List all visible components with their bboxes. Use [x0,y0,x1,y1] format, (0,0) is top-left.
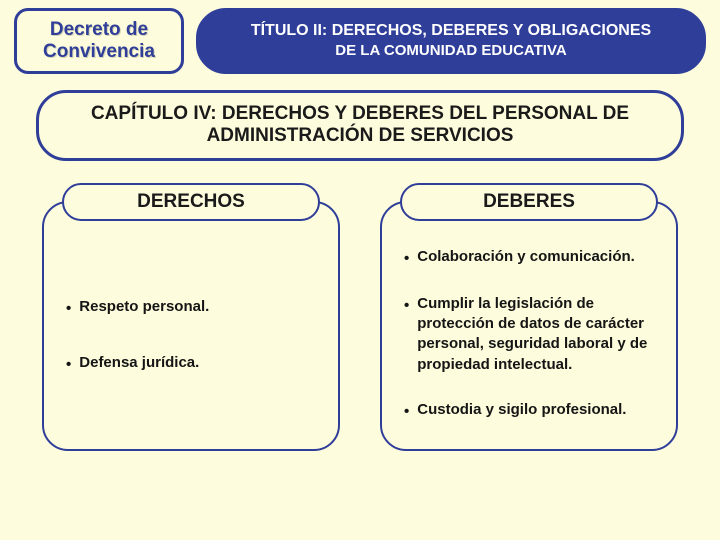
bullet-icon: • [404,296,409,316]
decree-box: Decreto de Convivencia [14,8,184,74]
right-header: DEBERES [400,183,658,221]
item-text: Respeto personal. [79,297,209,317]
right-body: • Colaboración y comunicación. • Cumplir… [380,201,678,451]
title-line1: TÍTULO II: DERECHOS, DEBERES Y OBLIGACIO… [251,22,651,39]
title-line2: DE LA COMUNIDAD EDUCATIVA [335,42,566,59]
chapter-pill: CAPÍTULO IV: DERECHOS Y DEBERES DEL PERS… [36,90,684,162]
bullet-icon: • [404,402,409,422]
top-row: Decreto de Convivencia TÍTULO II: DERECH… [0,0,720,80]
left-column: DERECHOS • Respeto personal. • Defensa j… [42,183,340,451]
left-body: • Respeto personal. • Defensa jurídica. [42,201,340,451]
item-text: Defensa jurídica. [79,353,199,373]
item-text: Cumplir la legislación de protección de … [417,294,654,375]
chapter-text: CAPÍTULO IV: DERECHOS Y DEBERES DEL PERS… [69,103,651,149]
item-text: Custodia y sigilo profesional. [417,400,626,420]
list-item: • Custodia y sigilo profesional. [404,400,654,422]
bullet-icon: • [66,299,71,319]
decree-line2: Convivencia [31,41,167,63]
list-item: • Cumplir la legislación de protección d… [404,294,654,375]
item-text: Colaboración y comunicación. [417,247,635,267]
list-item: • Defensa jurídica. [66,353,316,375]
decree-line1: Decreto de [31,19,167,41]
list-item: • Respeto personal. [66,297,316,319]
title-text: TÍTULO II: DERECHOS, DEBERES Y OBLIGACIO… [251,21,651,61]
chapter-line1: CAPÍTULO IV: DERECHOS Y DEBERES DEL PERS… [91,103,629,124]
list-item: • Colaboración y comunicación. [404,247,654,269]
right-column: DEBERES • Colaboración y comunicación. •… [380,183,678,451]
bullet-icon: • [404,249,409,269]
title-pill: TÍTULO II: DERECHOS, DEBERES Y OBLIGACIO… [196,8,706,74]
columns-container: DERECHOS • Respeto personal. • Defensa j… [0,155,720,451]
chapter-line2: ADMINISTRACIÓN DE SERVICIOS [207,125,514,146]
left-header: DERECHOS [62,183,320,221]
bullet-icon: • [66,355,71,375]
